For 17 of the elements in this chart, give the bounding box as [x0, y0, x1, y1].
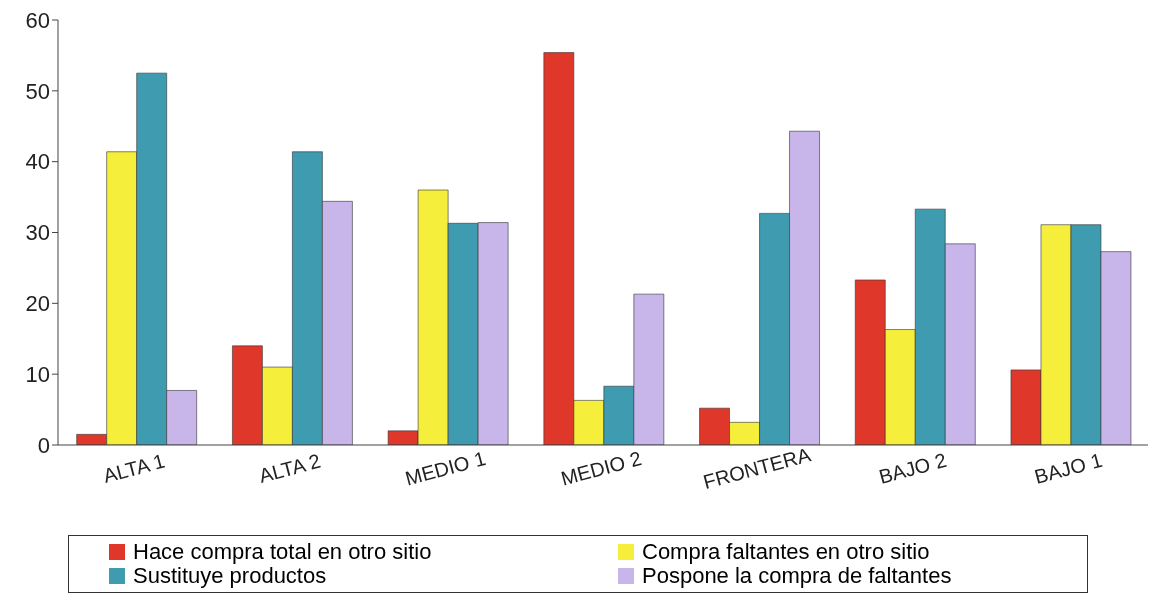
y-tick-label: 20: [25, 291, 50, 317]
y-tick-label: 30: [25, 220, 50, 246]
x-tick-label: MEDIO 2: [558, 446, 644, 490]
legend-label: Compra faltantes en otro sitio: [642, 539, 930, 564]
x-tick-label: MEDIO 1: [402, 446, 489, 490]
x-tick-label: ALTA 1: [100, 449, 168, 487]
x-tick-label: BAJO 1: [1032, 448, 1105, 488]
legend-label: Pospone la compra de faltantes: [642, 563, 952, 588]
legend-label: Hace compra total en otro sitio: [133, 539, 432, 564]
y-tick-label: 50: [25, 78, 50, 104]
y-tick-label: 10: [25, 361, 50, 387]
y-tick-label: 0: [37, 432, 50, 458]
y-tick-label: 60: [25, 7, 50, 33]
y-tick-label: 40: [25, 149, 50, 175]
x-tick-label: BAJO 2: [876, 448, 949, 488]
x-tick-label: ALTA 2: [256, 449, 323, 487]
legend-label: Sustituye productos: [133, 563, 327, 588]
